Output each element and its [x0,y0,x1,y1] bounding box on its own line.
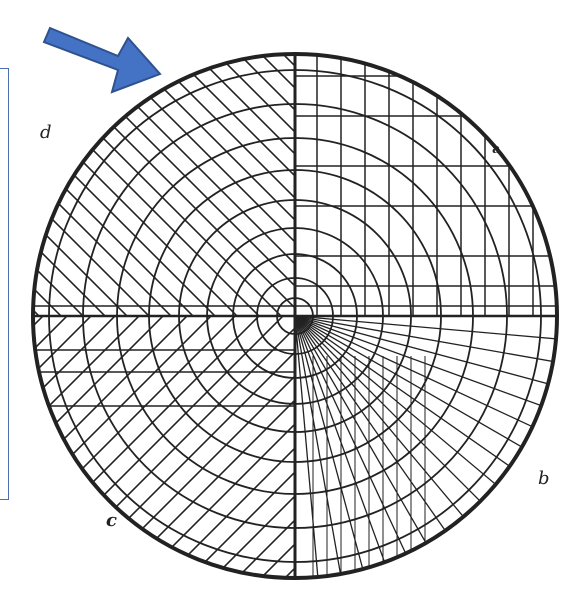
frame-border [0,68,9,500]
sawing-pattern [33,54,557,578]
label-d: d [40,122,52,143]
arrow-icon [42,26,162,94]
label-c: c [106,510,117,531]
label-b: b [538,468,550,489]
label-a: a [492,142,501,157]
log-outline [31,52,559,580]
